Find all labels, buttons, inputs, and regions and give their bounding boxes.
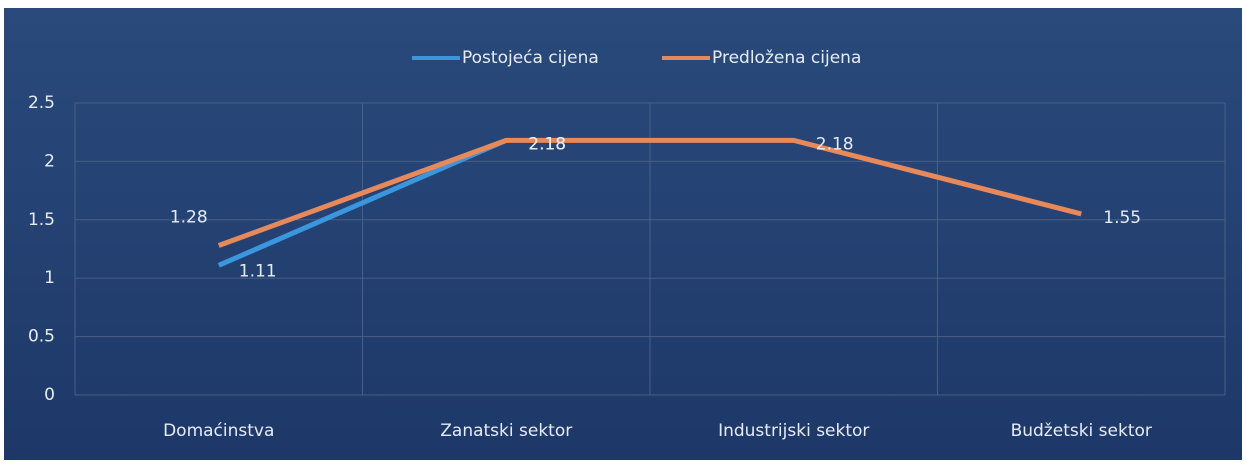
legend-label: Postojeća cijena bbox=[462, 48, 599, 68]
y-tick-label: 2 bbox=[44, 151, 55, 171]
y-tick-label: 0 bbox=[44, 385, 55, 405]
data-label: 1.11 bbox=[239, 261, 277, 281]
line-series bbox=[217, 138, 508, 268]
x-tick-label: Zanatski sektor bbox=[440, 421, 572, 441]
x-tick-label: Budžetski sektor bbox=[1011, 421, 1152, 441]
chart-background bbox=[4, 8, 1242, 460]
legend-label: Predložena cijena bbox=[712, 48, 861, 68]
data-label: 2.18 bbox=[528, 134, 566, 154]
y-tick-label: 2.5 bbox=[28, 93, 55, 113]
y-tick-label: 1.5 bbox=[28, 210, 55, 230]
x-tick-label: Domaćinstva bbox=[163, 421, 274, 441]
line-series bbox=[217, 137, 1082, 248]
data-label: 2.18 bbox=[816, 134, 854, 154]
data-label: 2.18 bbox=[528, 134, 566, 154]
y-tick-label: 1 bbox=[44, 268, 55, 288]
data-label: 1.55 bbox=[1103, 208, 1141, 228]
y-tick-label: 0.5 bbox=[28, 327, 55, 347]
x-tick-label: Industrijski sektor bbox=[718, 421, 869, 441]
data-label: 1.28 bbox=[170, 207, 208, 227]
